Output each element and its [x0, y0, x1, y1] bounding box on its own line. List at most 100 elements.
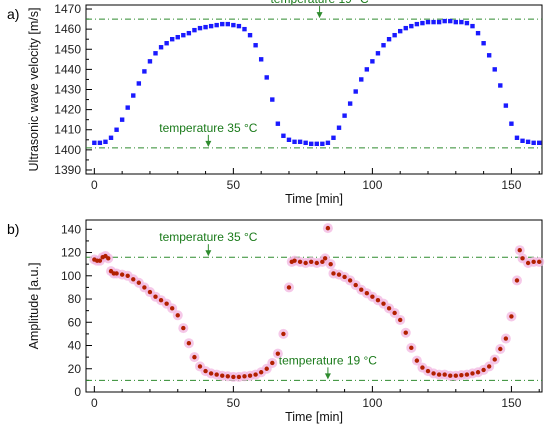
data-point: [359, 287, 364, 292]
data-point: [286, 285, 292, 290]
data-point: [164, 41, 169, 46]
data-point: [386, 306, 392, 311]
data-point: [175, 313, 180, 318]
data-point: [370, 59, 375, 64]
data-point: [436, 372, 442, 377]
data-point: [481, 41, 486, 46]
data-point: [303, 140, 308, 146]
x-tick-label: 0: [91, 178, 98, 192]
data-point: [370, 294, 375, 299]
y-tick-label: 80: [68, 292, 82, 306]
data-point: [108, 135, 114, 140]
data-point: [197, 25, 203, 31]
data-point: [403, 25, 408, 31]
x-tick-label: 50: [227, 178, 241, 192]
data-point: [97, 258, 103, 263]
data-point: [397, 317, 403, 323]
data-point: [459, 19, 464, 25]
data-point: [425, 19, 431, 25]
data-point: [297, 139, 303, 145]
data-point: [353, 89, 358, 94]
data-point: [292, 139, 297, 145]
data-point: [258, 370, 264, 375]
panel-a: a) 0 50 100 150 1390 1400 1410 1420 1430 1440 1450 1…: [7, 0, 543, 206]
data-point: [509, 121, 514, 126]
data-point: [297, 259, 303, 265]
data-point: [475, 370, 481, 375]
data-point: [328, 261, 333, 267]
data-point: [470, 371, 475, 376]
data-point: [414, 21, 420, 27]
data-point: [114, 127, 119, 132]
panel-b: b) 0 50 100 150 0 20 40 60 80 100 120 140 Time [min] A…: [7, 219, 545, 424]
data-point: [147, 289, 153, 295]
data-point: [136, 280, 142, 285]
data-point: [106, 256, 111, 261]
data-point: [498, 346, 503, 352]
y-tick-label: 0: [74, 385, 81, 399]
data-point: [531, 259, 536, 265]
y-tick-label: 1470: [54, 2, 81, 16]
y-tick-label: 1420: [54, 103, 81, 117]
data-point: [203, 24, 208, 30]
data-point: [231, 374, 236, 380]
data-point: [520, 256, 525, 261]
data-point: [436, 19, 442, 25]
data-point: [453, 373, 459, 378]
y-tick-label: 100: [61, 269, 81, 283]
data-point: [225, 374, 231, 379]
data-point: [142, 69, 147, 74]
data-point: [247, 373, 253, 378]
data-point: [509, 314, 514, 319]
arrow-head: [316, 12, 323, 19]
x-tick-label: 100: [362, 396, 382, 410]
data-point: [169, 37, 175, 42]
y-tick-label: 120: [61, 246, 81, 260]
data-point: [281, 133, 286, 138]
y-tick-label: 1400: [54, 143, 81, 157]
data-point: [492, 357, 497, 362]
data-point: [197, 364, 203, 369]
y-tick-label: 1450: [54, 42, 81, 56]
data-point: [375, 297, 381, 303]
data-point: [381, 43, 386, 48]
y-tick-label: 140: [61, 222, 81, 236]
data-point: [103, 139, 108, 145]
data-point: [253, 372, 258, 377]
y-axis-title: Ultrasonic wave velocity [m/s]: [27, 8, 41, 172]
y-tick-label: 40: [68, 339, 82, 353]
data-point: [286, 137, 292, 142]
data-point: [97, 140, 103, 146]
data-point: [125, 273, 130, 278]
y-tick-label: 60: [68, 315, 82, 329]
data-point: [236, 374, 242, 380]
data-point: [347, 101, 353, 106]
data-point: [325, 225, 331, 231]
x-axis-title: Time [min]: [285, 192, 343, 206]
data-point: [470, 23, 475, 29]
data-point: [309, 259, 314, 265]
data-point: [242, 374, 247, 379]
data-point: [275, 351, 281, 356]
y-tick-label: 1390: [54, 163, 81, 177]
data-point: [320, 141, 325, 147]
data-point: [147, 59, 153, 64]
data-point: [158, 297, 164, 303]
data-point: [392, 310, 397, 316]
data-point: [264, 75, 269, 80]
y-tick-label: 1430: [54, 83, 81, 97]
data-point: [322, 256, 328, 261]
data-point: [459, 372, 464, 378]
data-point: [375, 51, 381, 56]
data-point: [142, 285, 147, 290]
data-point: [498, 83, 503, 88]
data-point: [314, 141, 319, 147]
arrow-head: [205, 140, 212, 147]
reference-label: temperature 35 °C: [159, 121, 258, 135]
x-tick-label: 0: [91, 396, 98, 410]
data-point: [353, 282, 358, 288]
panel-label: a): [7, 6, 19, 22]
data-point: [208, 23, 214, 29]
data-point: [119, 272, 125, 277]
